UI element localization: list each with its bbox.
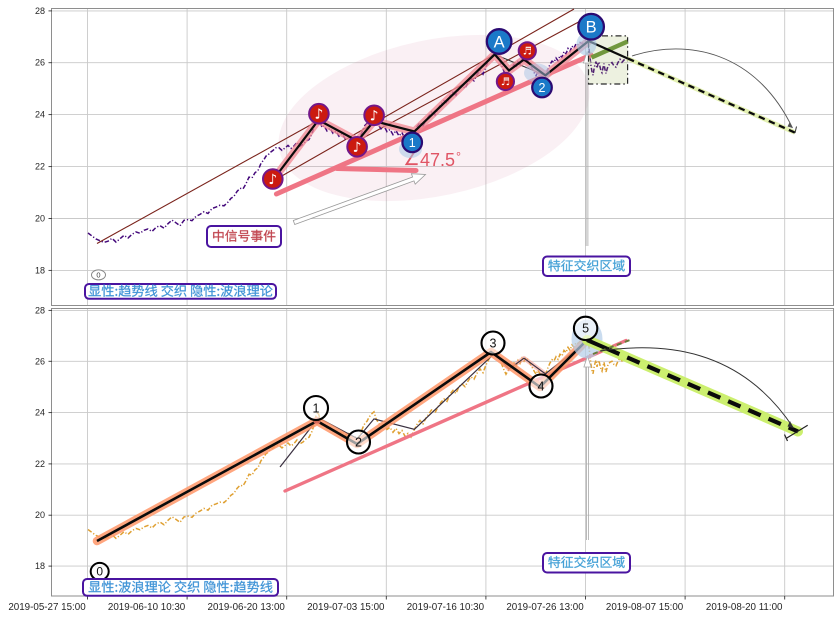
svg-text:B: B — [586, 19, 597, 37]
svg-text:2019-07-16 10:30: 2019-07-16 10:30 — [407, 602, 485, 613]
svg-text:18: 18 — [35, 265, 45, 275]
svg-text:18: 18 — [35, 561, 45, 571]
svg-text:24: 24 — [35, 110, 45, 120]
svg-text:3: 3 — [490, 336, 497, 350]
svg-text:2019-06-10 10:30: 2019-06-10 10:30 — [108, 602, 186, 613]
svg-text:1: 1 — [313, 401, 320, 415]
svg-text:4: 4 — [538, 379, 545, 393]
svg-text:28: 28 — [35, 6, 45, 16]
svg-text:2019-07-26 13:00: 2019-07-26 13:00 — [506, 602, 584, 613]
svg-text:20: 20 — [35, 214, 45, 224]
svg-text:2019-07-03 15:00: 2019-07-03 15:00 — [307, 602, 385, 613]
svg-text:5: 5 — [582, 322, 589, 336]
svg-text:26: 26 — [35, 356, 45, 366]
svg-text:2019-05-27 15:00: 2019-05-27 15:00 — [8, 602, 86, 613]
svg-text:0: 0 — [96, 271, 100, 280]
svg-text:47.5°: 47.5° — [420, 150, 461, 170]
svg-text:1: 1 — [409, 136, 416, 150]
svg-text:0: 0 — [96, 565, 103, 579]
svg-text:24: 24 — [35, 408, 45, 418]
svg-text:A: A — [494, 34, 505, 52]
svg-text:28: 28 — [35, 305, 45, 315]
svg-text:2019-06-20 13:00: 2019-06-20 13:00 — [208, 602, 286, 613]
svg-text:2019-08-07 15:00: 2019-08-07 15:00 — [606, 602, 684, 613]
svg-text:2: 2 — [355, 435, 362, 449]
svg-text:22: 22 — [35, 459, 45, 469]
svg-text:20: 20 — [35, 510, 45, 520]
svg-text:2019-08-20 11:00: 2019-08-20 11:00 — [706, 602, 783, 613]
svg-text:26: 26 — [35, 58, 45, 68]
svg-text:22: 22 — [35, 162, 45, 172]
svg-text:2: 2 — [539, 81, 546, 95]
